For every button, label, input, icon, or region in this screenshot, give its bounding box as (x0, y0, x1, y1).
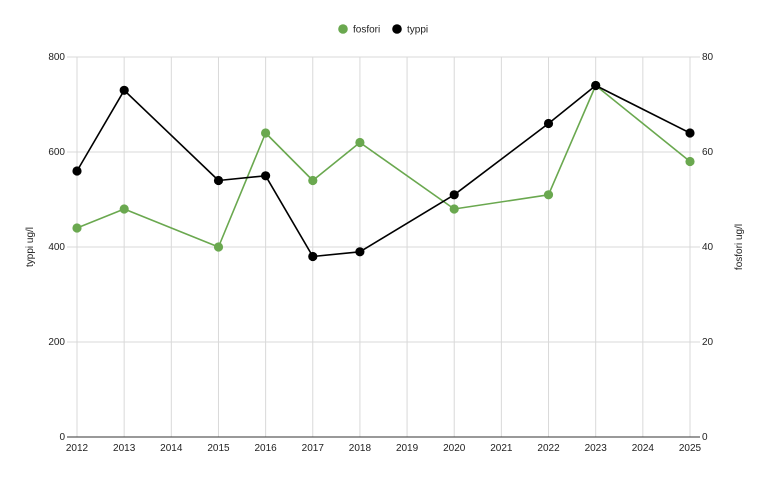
data-point-fosfori (685, 157, 694, 166)
data-point-fosfori (450, 204, 459, 213)
x-tick-label: 2016 (254, 443, 277, 454)
data-point-typpi (591, 81, 600, 90)
y-right-axis-title: fosfori ug/l (734, 224, 745, 270)
y-right-tick-label: 40 (702, 242, 714, 253)
x-tick-label: 2022 (537, 443, 560, 454)
x-tick-label: 2020 (443, 443, 466, 454)
legend: fosfori typpi (338, 24, 428, 35)
data-point-typpi (685, 128, 694, 137)
x-tick-label: 2018 (349, 443, 372, 454)
legend-marker-typpi (392, 24, 402, 34)
data-point-fosfori (308, 176, 317, 185)
axes: 2012 2013 2014 2015 2016 2017 2018 2019 2020 2021… (25, 52, 745, 454)
data-point-typpi (261, 171, 270, 180)
data-point-typpi (308, 252, 317, 261)
data-point-typpi (214, 176, 223, 185)
data-point-fosfori (214, 242, 223, 251)
x-tick-label: 2025 (679, 443, 702, 454)
data-point-typpi (355, 247, 364, 256)
data-point-fosfori (261, 128, 270, 137)
y-right-tick-label: 60 (702, 147, 714, 158)
series-layer (72, 81, 694, 261)
x-tick-label: 2024 (632, 443, 655, 454)
series-line-typpi (77, 86, 690, 257)
x-tick-label: 2015 (207, 443, 230, 454)
x-tick-label: 2014 (160, 443, 183, 454)
data-point-typpi (544, 119, 553, 128)
x-tick-label: 2013 (113, 443, 136, 454)
series-line-fosfori (77, 86, 690, 248)
legend-marker-fosfori (338, 24, 348, 34)
y-left-tick-label: 800 (48, 52, 65, 63)
legend-label-fosfori: fosfori (353, 25, 380, 36)
y-right-tick-label: 80 (702, 52, 714, 63)
x-tick-label: 2021 (490, 443, 513, 454)
data-point-fosfori (72, 223, 81, 232)
x-tick-label: 2012 (66, 443, 89, 454)
y-left-tick-label: 0 (59, 432, 65, 443)
data-point-fosfori (120, 204, 129, 213)
grid (67, 57, 700, 437)
legend-label-typpi: typpi (407, 25, 428, 36)
x-tick-label: 2023 (585, 443, 608, 454)
y-left-tick-label: 600 (48, 147, 65, 158)
x-tick-label: 2019 (396, 443, 419, 454)
data-point-typpi (72, 166, 81, 175)
data-point-typpi (450, 190, 459, 199)
data-point-fosfori (355, 138, 364, 147)
data-point-fosfori (544, 190, 553, 199)
y-left-tick-label: 400 (48, 242, 65, 253)
y-left-tick-label: 200 (48, 337, 65, 348)
y-right-tick-label: 0 (702, 432, 708, 443)
x-tick-label: 2017 (302, 443, 325, 454)
data-point-typpi (120, 86, 129, 95)
y-right-tick-label: 20 (702, 337, 714, 348)
y-left-axis-title: typpi ug/l (25, 227, 36, 267)
